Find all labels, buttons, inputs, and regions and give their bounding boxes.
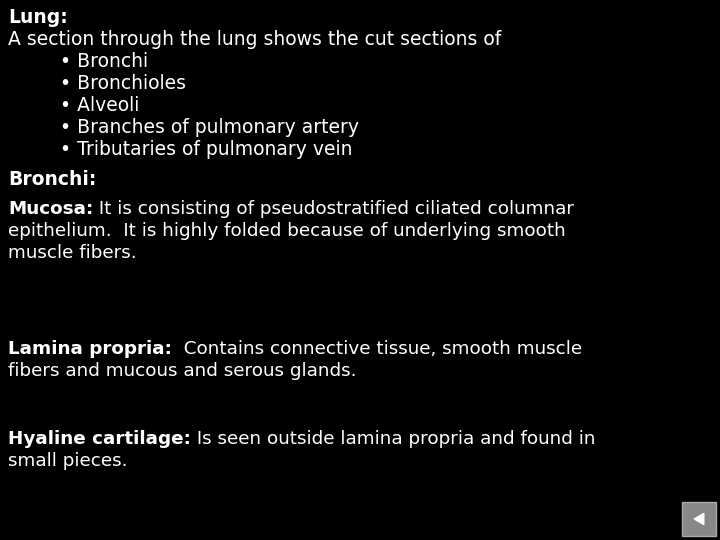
Text: It is consisting of pseudostratified ciliated columnar: It is consisting of pseudostratified cil… [94,200,575,218]
Text: • Bronchi: • Bronchi [60,52,148,71]
Text: Bronchi:: Bronchi: [8,170,96,189]
Text: • Tributaries of pulmonary vein: • Tributaries of pulmonary vein [60,140,353,159]
Text: Mucosa:: Mucosa: [8,200,94,218]
Text: A section through the lung shows the cut sections of: A section through the lung shows the cut… [8,30,501,49]
Text: muscle fibers.: muscle fibers. [8,244,137,262]
Bar [682,502,716,536]
Text: small pieces.: small pieces. [8,452,127,470]
Polygon shape [694,514,703,524]
Text: fibers and mucous and serous glands.: fibers and mucous and serous glands. [8,362,356,380]
Text: Hyaline cartilage:: Hyaline cartilage: [8,430,191,448]
Text: • Alveoli: • Alveoli [60,96,140,115]
Text: Is seen outside lamina propria and found in: Is seen outside lamina propria and found… [191,430,595,448]
Text: Lung:: Lung: [8,8,68,27]
Text: • Branches of pulmonary artery: • Branches of pulmonary artery [60,118,359,137]
Text: Contains connective tissue, smooth muscle: Contains connective tissue, smooth muscl… [172,340,582,358]
Text: Lamina propria:: Lamina propria: [8,340,172,358]
Text: epithelium.  It is highly folded because of underlying smooth: epithelium. It is highly folded because … [8,222,566,240]
Text: • Bronchioles: • Bronchioles [60,74,186,93]
